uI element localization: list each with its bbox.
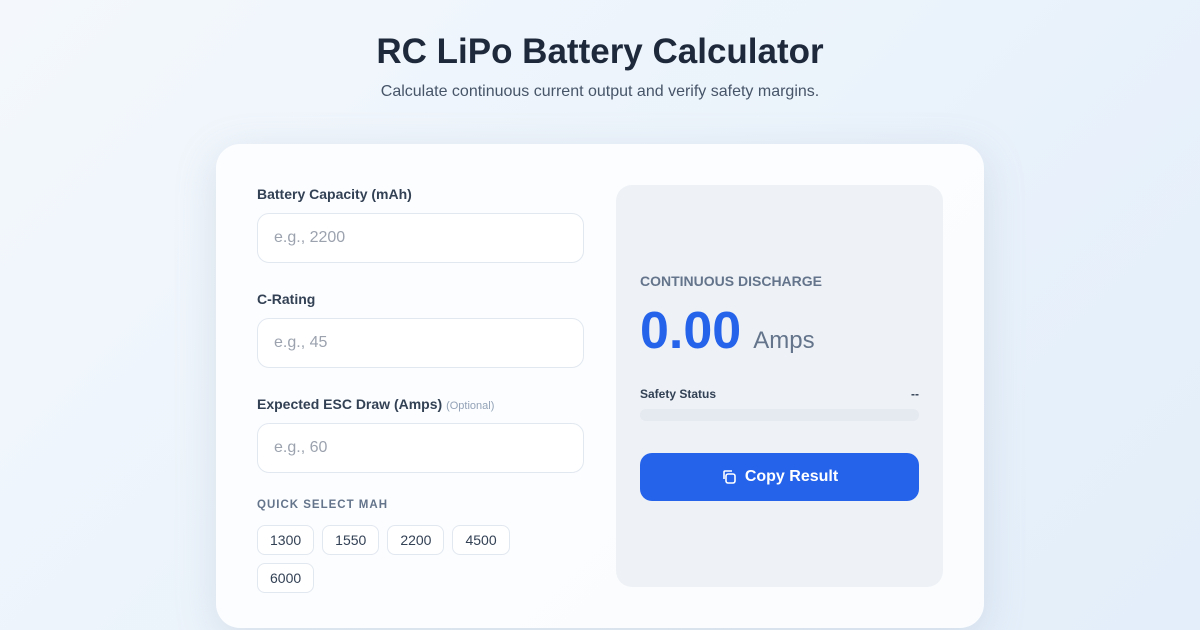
quick-select-6000[interactable]: 6000 bbox=[257, 563, 315, 593]
esc-draw-input[interactable] bbox=[257, 423, 584, 473]
esc-draw-label-text: Expected ESC Draw (Amps) bbox=[257, 396, 443, 412]
capacity-input[interactable] bbox=[257, 213, 584, 263]
copy-result-button[interactable]: Copy Result bbox=[640, 453, 919, 501]
quick-select-4500[interactable]: 4500 bbox=[452, 525, 510, 555]
quick-select-2200[interactable]: 2200 bbox=[387, 525, 445, 555]
result-unit: Amps bbox=[753, 327, 815, 354]
quick-select-label: QUICK SELECT MAH bbox=[257, 499, 388, 511]
safety-status-row: Safety Status -- bbox=[640, 387, 919, 401]
c-rating-label: C-Rating bbox=[257, 291, 316, 307]
copy-icon bbox=[723, 470, 736, 484]
c-rating-input[interactable] bbox=[257, 318, 584, 368]
quick-select-1300[interactable]: 1300 bbox=[257, 525, 315, 555]
result-value-row: 0.00 Amps bbox=[640, 301, 919, 361]
calculator-card: Battery Capacity (mAh) C-Rating Expected… bbox=[216, 144, 984, 628]
page-title: RC LiPo Battery Calculator bbox=[376, 32, 824, 71]
optional-hint: (Optional) bbox=[446, 400, 495, 412]
input-panel: Battery Capacity (mAh) C-Rating Expected… bbox=[257, 186, 584, 593]
esc-draw-label: Expected ESC Draw (Amps) (Optional) bbox=[257, 396, 584, 412]
result-panel: CONTINUOUS DISCHARGE 0.00 Amps Safety St… bbox=[616, 185, 943, 587]
quick-select-1550[interactable]: 1550 bbox=[322, 525, 380, 555]
quick-select-chips: 1300 1550 2200 4500 6000 bbox=[257, 525, 537, 593]
result-label: CONTINUOUS DISCHARGE bbox=[640, 273, 823, 289]
safety-status-label: Safety Status bbox=[640, 387, 717, 401]
page-subtitle: Calculate continuous current output and … bbox=[380, 83, 820, 100]
result-value: 0.00 bbox=[640, 302, 742, 360]
capacity-label: Battery Capacity (mAh) bbox=[257, 186, 412, 202]
safety-status-value: -- bbox=[911, 387, 919, 401]
copy-result-label: Copy Result bbox=[744, 468, 839, 485]
safety-progress-bar bbox=[640, 409, 919, 421]
